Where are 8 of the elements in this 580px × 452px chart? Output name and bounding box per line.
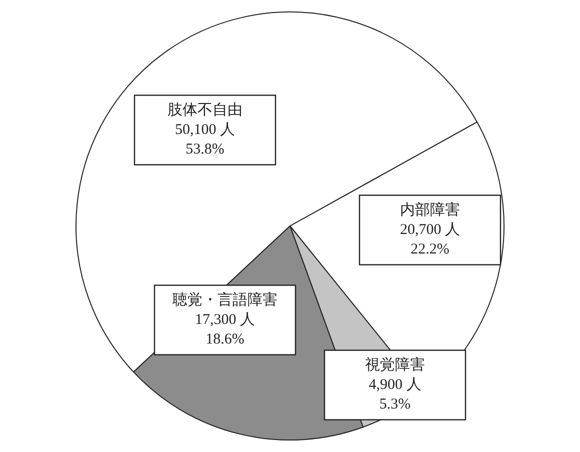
slice-label: 肢体不自由 bbox=[168, 101, 242, 118]
data-label: 20,700 人 22.2% bbox=[400, 222, 460, 258]
slice-label: 聴覚・言語障害 bbox=[172, 291, 278, 308]
slice-label: 視覚障害 bbox=[365, 356, 425, 374]
data-label: 4,900 人 5.3% bbox=[368, 376, 422, 412]
data-label: 50,100 人 53.8% bbox=[175, 122, 235, 158]
data-label: 17,300 人 18.6% bbox=[195, 312, 255, 348]
slice-label: 内部障害 bbox=[400, 201, 460, 218]
